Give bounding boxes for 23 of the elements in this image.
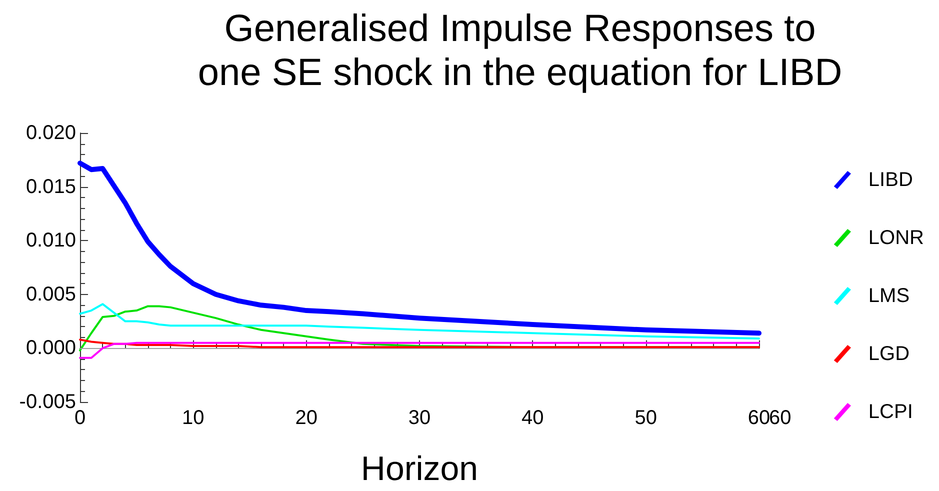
x-tick-label: 10 xyxy=(182,407,204,429)
line-series xyxy=(79,303,760,340)
line-series xyxy=(79,338,760,348)
y-tick-label: 0.010 xyxy=(26,230,76,252)
y-tick-label: -0.005 xyxy=(19,391,76,413)
x-tick-label: 20 xyxy=(295,407,318,429)
legend-label: LCPI xyxy=(868,401,913,423)
legend-label: LONR xyxy=(868,227,924,249)
x-axis-title: Horizon xyxy=(360,450,478,488)
y-tick-label: 0.005 xyxy=(26,283,76,306)
x-tick-label: 30 xyxy=(408,407,431,429)
legend-label: LIBD xyxy=(868,169,913,191)
y-tick-label: 0.020 xyxy=(26,122,76,144)
legend-label: LGD xyxy=(868,343,910,365)
y-tick-label: 0.000 xyxy=(26,337,76,360)
y-tick-label: 0.015 xyxy=(26,176,76,198)
line-series xyxy=(79,342,760,359)
x-tick-label: 40 xyxy=(522,407,544,429)
x-tick-label: 60 xyxy=(748,407,770,429)
chart-title: Generalised Impulse Responses to one SE shock in the equation for LIBD xyxy=(198,8,842,94)
legend-label: LMS xyxy=(868,285,910,307)
x-tick-label: 50 xyxy=(634,407,657,429)
x-tick-label: 0 xyxy=(74,407,86,429)
